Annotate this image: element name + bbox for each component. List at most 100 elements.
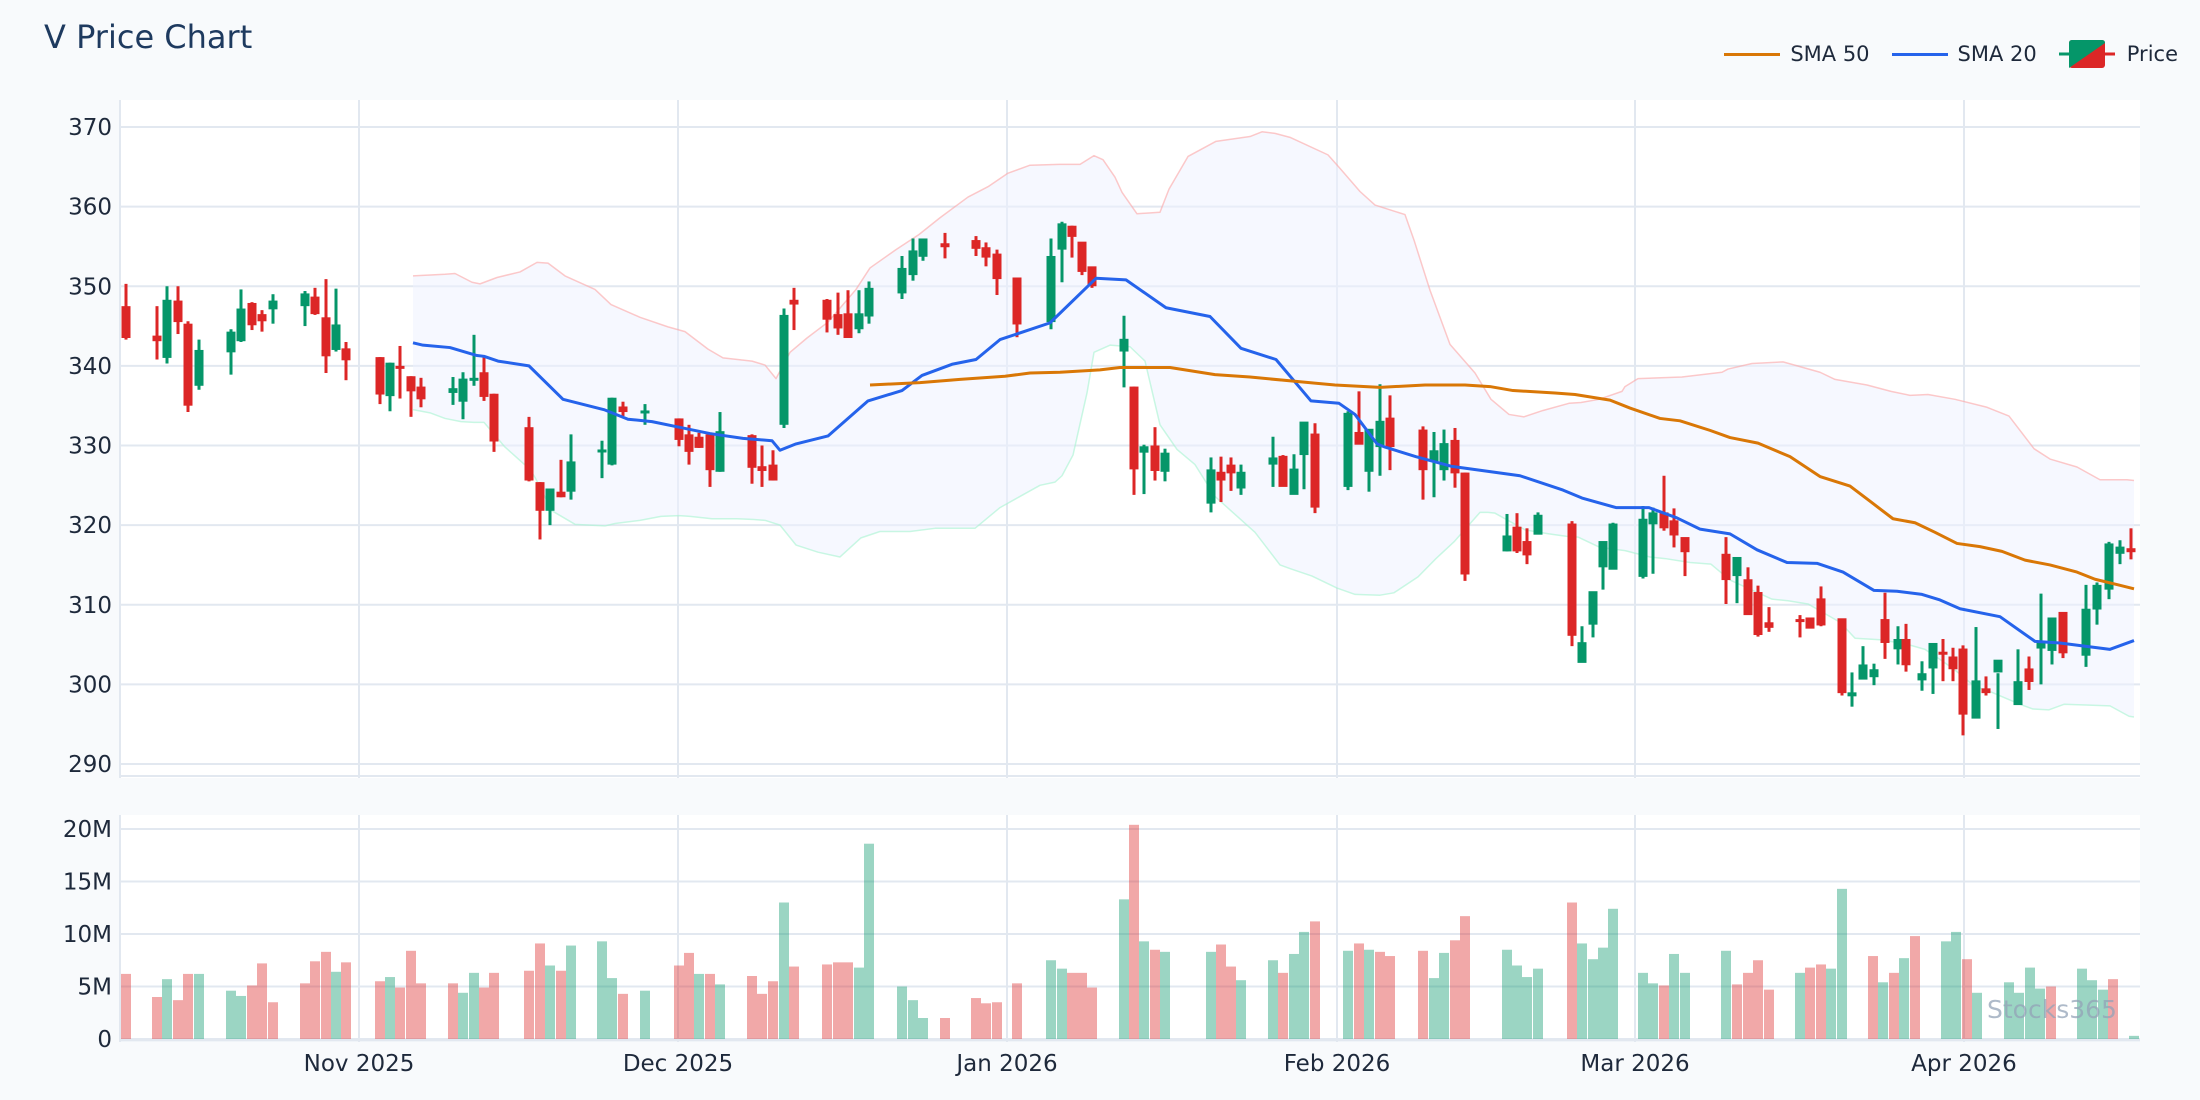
volume-bar[interactable] (1268, 960, 1278, 1039)
volume-bar[interactable] (768, 981, 778, 1039)
candlestick[interactable] (1847, 672, 1857, 707)
legend-item-sma50[interactable]: SMA 50 (1724, 42, 1870, 66)
candlestick[interactable] (940, 232, 950, 259)
volume-bar[interactable] (694, 973, 704, 1039)
volume-bar[interactable] (1429, 978, 1439, 1039)
candlestick[interactable] (1512, 513, 1522, 553)
volume-bar[interactable] (1669, 953, 1679, 1039)
volume-bar[interactable] (854, 967, 864, 1039)
candlestick[interactable] (1460, 472, 1470, 581)
candlestick[interactable] (1577, 626, 1587, 663)
volume-bar[interactable] (2098, 989, 2108, 1039)
volume-bar[interactable] (545, 965, 555, 1040)
candlestick[interactable] (1588, 591, 1598, 638)
volume-bar[interactable] (1533, 968, 1543, 1039)
volume-bar[interactable] (2035, 988, 2045, 1039)
candlestick[interactable] (1764, 607, 1774, 632)
candlestick[interactable] (121, 283, 131, 340)
volume-bar[interactable] (183, 973, 193, 1039)
candlestick[interactable] (524, 416, 534, 482)
candlestick[interactable] (545, 488, 555, 526)
candlestick[interactable] (1216, 456, 1226, 503)
candlestick[interactable] (1418, 426, 1428, 500)
volume-bar[interactable] (1889, 972, 1899, 1039)
volume-bar[interactable] (779, 902, 789, 1040)
candlestick[interactable] (257, 310, 267, 332)
candlestick[interactable] (918, 238, 928, 261)
volume-bar[interactable] (535, 943, 545, 1039)
volume-bar[interactable] (1139, 941, 1149, 1039)
candlestick[interactable] (1608, 522, 1618, 570)
volume-bar[interactable] (1837, 888, 1847, 1039)
volume-bar[interactable] (406, 950, 416, 1039)
volume-bar[interactable] (341, 962, 351, 1039)
volume-bar[interactable] (981, 1003, 991, 1039)
candlestick[interactable] (406, 376, 416, 417)
candlestick[interactable] (556, 459, 566, 498)
candlestick[interactable] (1669, 508, 1679, 548)
candlestick[interactable] (1567, 521, 1577, 647)
candlestick[interactable] (535, 482, 545, 540)
candlestick[interactable] (1638, 506, 1648, 579)
candlestick[interactable] (971, 236, 981, 256)
volume-bar[interactable] (971, 998, 981, 1039)
candlestick[interactable] (864, 281, 874, 324)
candlestick[interactable] (1502, 513, 1512, 552)
candlestick[interactable] (1948, 647, 1958, 682)
candlestick[interactable] (385, 362, 395, 412)
candlestick[interactable] (1743, 567, 1753, 616)
volume-bar[interactable] (1418, 950, 1428, 1039)
legend-item-sma20[interactable]: SMA 20 (1891, 42, 2037, 66)
volume-bar[interactable] (458, 992, 468, 1039)
candlestick[interactable] (1917, 661, 1927, 691)
volume-bar[interactable] (1962, 959, 1972, 1039)
volume-bar[interactable] (1648, 983, 1658, 1039)
volume-bar[interactable] (1460, 916, 1470, 1039)
volume-bar[interactable] (300, 983, 310, 1039)
candlestick[interactable] (1938, 638, 1948, 682)
volume-bar[interactable] (1732, 984, 1742, 1039)
volume-bar[interactable] (173, 1000, 183, 1039)
candlestick[interactable] (1981, 676, 1991, 696)
volume-bar[interactable] (2046, 986, 2056, 1040)
candlestick[interactable] (300, 291, 310, 327)
candlestick[interactable] (2126, 528, 2136, 560)
volume-bar[interactable] (448, 983, 458, 1039)
volume-bar[interactable] (1310, 921, 1320, 1039)
volume-bar[interactable] (375, 981, 385, 1039)
volume-bar[interactable] (1226, 966, 1236, 1039)
candlestick[interactable] (1795, 615, 1805, 638)
candlestick[interactable] (2036, 593, 2046, 685)
volume-bar[interactable] (1951, 931, 1961, 1039)
volume-bar[interactable] (1067, 972, 1077, 1039)
candlestick[interactable] (1046, 238, 1056, 330)
candlestick[interactable] (1385, 395, 1395, 471)
candlestick[interactable] (1429, 431, 1439, 498)
candlestick[interactable] (395, 345, 405, 399)
candlestick[interactable] (1278, 455, 1288, 487)
volume-bar[interactable] (1868, 956, 1878, 1039)
volume-bar[interactable] (268, 1002, 278, 1039)
volume-bar[interactable] (2129, 1035, 2139, 1039)
candlestick[interactable] (341, 341, 351, 381)
volume-bar[interactable] (684, 952, 694, 1039)
legend-item-price[interactable]: Price (2058, 40, 2178, 68)
volume-bar[interactable] (1721, 950, 1731, 1039)
volume-bar[interactable] (1598, 947, 1608, 1039)
volume-bar[interactable] (2108, 979, 2118, 1039)
candlestick[interactable] (247, 302, 257, 331)
volume-bar[interactable] (566, 945, 576, 1039)
volume-bar[interactable] (1439, 952, 1449, 1039)
volume-bar[interactable] (1588, 959, 1598, 1039)
candlestick[interactable] (194, 339, 204, 390)
volume-bar[interactable] (1289, 953, 1299, 1039)
volume-bar[interactable] (747, 976, 757, 1039)
candlestick[interactable] (715, 412, 725, 472)
volume-bar[interactable] (1764, 989, 1774, 1039)
candlestick[interactable] (1880, 592, 1890, 659)
volume-bar[interactable] (1354, 943, 1364, 1039)
candlestick[interactable] (1993, 659, 2003, 729)
volume-bar[interactable] (121, 973, 131, 1039)
candlestick[interactable] (789, 287, 799, 331)
